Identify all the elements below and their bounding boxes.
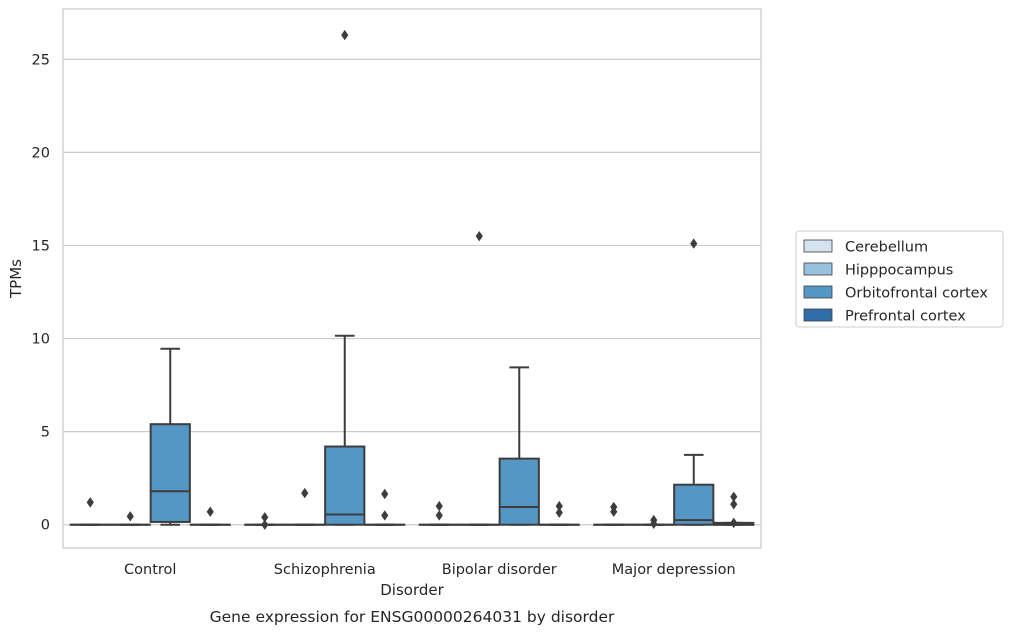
- box-cerebellum: [418, 500, 460, 526]
- box-hipppocampus: [284, 487, 326, 526]
- box-prefrontal-cortex: [713, 491, 755, 529]
- x-tick-label: Bipolar disorder: [442, 562, 557, 578]
- outlier-point: [435, 500, 443, 512]
- outlier-point: [650, 518, 658, 529]
- legend: Cerebellum Hipppocampus Orbitofrontal cort…: [795, 230, 1004, 328]
- outlier-point: [301, 487, 309, 499]
- outlier-point: [206, 506, 214, 517]
- legend-swatch: [803, 239, 833, 253]
- legend-label: Prefrontal cortex: [845, 309, 966, 325]
- y-tick-label: 15: [32, 238, 50, 254]
- box-prefrontal-cortex: [538, 500, 580, 526]
- x-tick-label: Control: [124, 562, 176, 578]
- outlier-point: [381, 510, 389, 521]
- chart-title: Gene expression for ENSG00000264031 by d…: [210, 608, 615, 626]
- y-axis-label: TPMs: [7, 259, 25, 299]
- legend-label: Orbitofrontal cortex: [845, 286, 988, 302]
- y-axis-ticks: 0 5 10 15 20 25: [32, 52, 50, 533]
- y-tick-label: 20: [32, 145, 50, 161]
- box-iqr: [673, 483, 715, 526]
- outlier-point: [435, 510, 443, 521]
- legend-frame: [795, 230, 1004, 328]
- outlier-point: [730, 517, 738, 529]
- box-iqr: [324, 445, 366, 526]
- outlier-point: [475, 230, 483, 242]
- outlier-point: [730, 491, 738, 502]
- box-prefrontal-cortex: [189, 506, 231, 526]
- outlier-point: [555, 507, 563, 518]
- y-tick-label: 0: [41, 518, 50, 534]
- y-tick-label: 25: [32, 52, 50, 68]
- box-orbitofrontal-cortex: [498, 366, 540, 526]
- box-orbitofrontal-cortex: [673, 238, 715, 526]
- box-cerebellum: [593, 501, 635, 526]
- plot-frame: [62, 8, 762, 549]
- x-tick-label: Schizophrenia: [274, 562, 376, 578]
- outlier-point: [261, 519, 269, 530]
- legend-swatch: [803, 262, 833, 276]
- x-axis-label: Disorder: [380, 581, 444, 599]
- outlier-point: [341, 29, 349, 41]
- box-iqr: [498, 457, 540, 526]
- outlier-point: [730, 499, 738, 510]
- legend-swatch: [803, 308, 833, 322]
- outlier-point: [610, 506, 618, 517]
- outlier-point: [381, 488, 389, 500]
- outlier-point: [555, 500, 563, 512]
- legend-label: Cerebellum: [845, 240, 928, 256]
- legend-label: Hipppocampus: [845, 263, 953, 279]
- box-iqr: [149, 423, 191, 523]
- y-tick-label: 5: [41, 425, 50, 441]
- box-hipppocampus: [633, 514, 675, 529]
- box-orbitofrontal-cortex: [324, 29, 366, 526]
- outlier-point: [86, 497, 94, 508]
- x-axis-ticks: Control Schizophrenia Bipolar disorder Majo…: [124, 562, 736, 578]
- outlier-point: [126, 511, 134, 522]
- box-orbitofrontal-cortex: [149, 347, 191, 526]
- x-tick-label: Major depression: [612, 562, 736, 578]
- box-hipppocampus: [458, 230, 500, 526]
- box-cerebellum: [69, 497, 111, 526]
- box-prefrontal-cortex: [364, 488, 406, 526]
- box-cerebellum: [244, 512, 286, 530]
- y-tick-label: 10: [32, 332, 50, 348]
- legend-swatch: [803, 285, 833, 299]
- outlier-point: [261, 512, 269, 523]
- outlier-point: [690, 238, 698, 249]
- box-hipppocampus: [109, 511, 151, 526]
- plot-area: [69, 29, 755, 530]
